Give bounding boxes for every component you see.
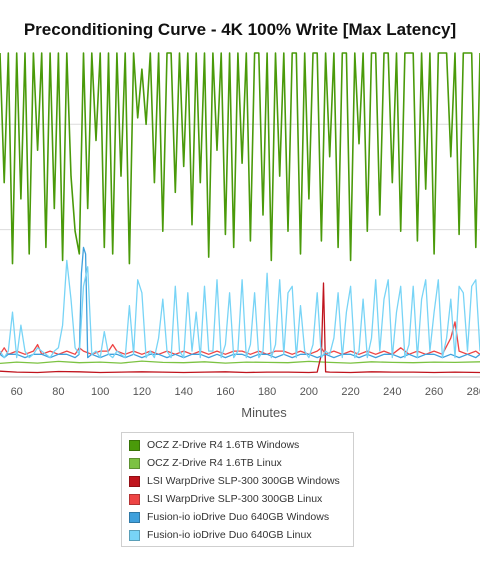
legend-item-2: LSI WarpDrive SLP-300 300GB Windows (122, 472, 353, 490)
legend-label-4: Fusion-io ioDrive Duo 640GB Windows (147, 511, 330, 523)
x-tick-label-220: 220 (341, 386, 359, 398)
x-tick-label-280: 280 (467, 386, 480, 398)
series-line-0 (0, 52, 480, 265)
chart-title: Preconditioning Curve - 4K 100% Write [M… (23, 20, 457, 39)
x-tick-label-100: 100 (91, 386, 109, 398)
legend-swatch-5 (129, 529, 140, 541)
chart-plot: 60 80 100 120 140 160 180 200 220 240 260 280 Minute… (0, 52, 480, 420)
series-line-2 (0, 282, 480, 374)
legend-item-4: Fusion-io ioDrive Duo 640GB Windows (122, 508, 353, 526)
x-tick-label-120: 120 (133, 386, 151, 398)
series-line-1 (0, 360, 480, 365)
legend-label-3: LSI WarpDrive SLP-300 300GB Linux (147, 493, 323, 505)
x-tick-label-80: 80 (52, 386, 64, 398)
legend-item-5: Fusion-io ioDrive Duo 640GB Linux (122, 526, 353, 544)
x-tick-label-60: 60 (11, 386, 23, 398)
x-axis-title: Minutes (241, 405, 287, 420)
series-line-4 (0, 246, 480, 359)
legend-label-0: OCZ Z-Drive R4 1.6TB Windows (147, 439, 300, 451)
x-tick-label-140: 140 (174, 386, 192, 398)
series-line-5 (0, 259, 480, 359)
x-tick-label-180: 180 (258, 386, 276, 398)
legend-swatch-4 (129, 511, 140, 523)
legend-item-3: LSI WarpDrive SLP-300 300GB Linux (122, 490, 353, 508)
chart-legend: OCZ Z-Drive R4 1.6TB Windows OCZ Z-Drive … (121, 432, 354, 547)
legend-item-0: OCZ Z-Drive R4 1.6TB Windows (122, 436, 353, 454)
legend-label-1: OCZ Z-Drive R4 1.6TB Linux (147, 457, 282, 469)
legend-label-5: Fusion-io ioDrive Duo 640GB Linux (147, 529, 312, 541)
legend-swatch-0 (129, 439, 140, 451)
x-tick-label-240: 240 (383, 386, 401, 398)
legend-swatch-2 (129, 475, 140, 487)
x-tick-label-160: 160 (216, 386, 234, 398)
legend-swatch-3 (129, 493, 140, 505)
legend-swatch-1 (129, 457, 140, 469)
x-tick-label-260: 260 (425, 386, 443, 398)
x-tick-label-200: 200 (300, 386, 318, 398)
legend-item-1: OCZ Z-Drive R4 1.6TB Linux (122, 454, 353, 472)
legend-label-2: LSI WarpDrive SLP-300 300GB Windows (147, 475, 340, 487)
